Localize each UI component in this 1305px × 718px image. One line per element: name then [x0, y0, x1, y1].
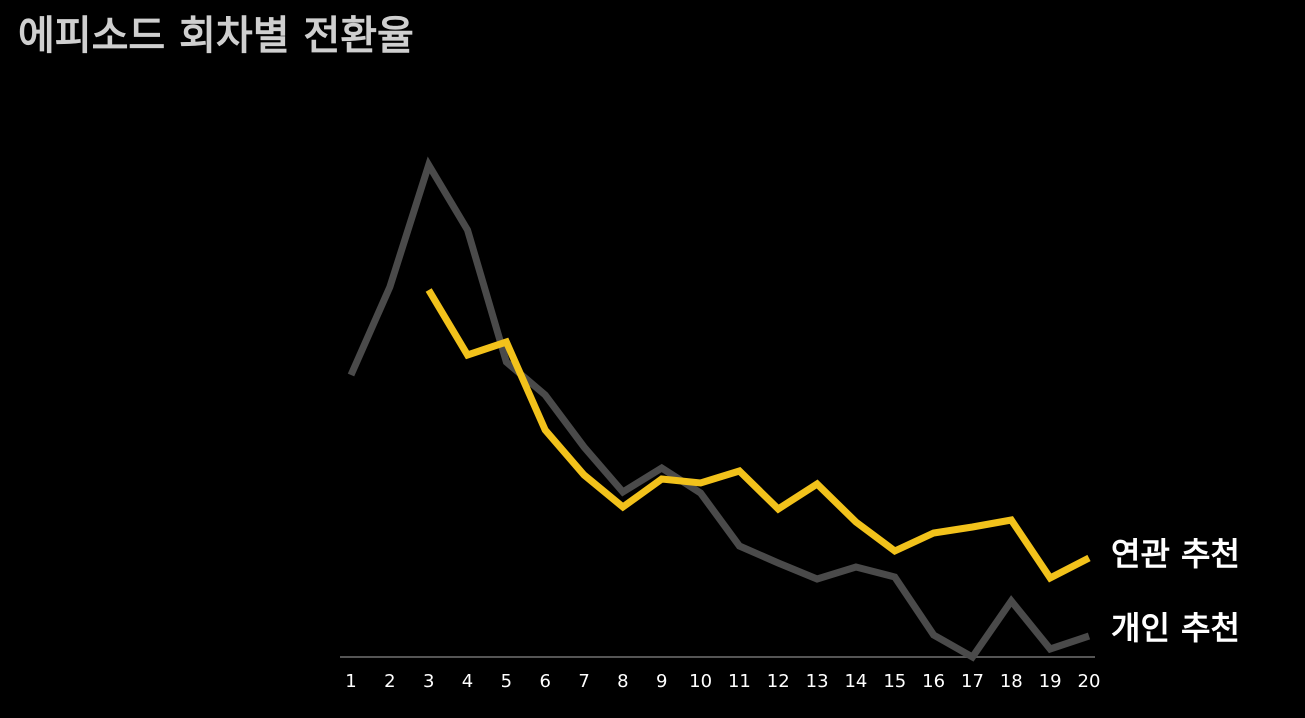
- legend-label: 개인 추천: [1111, 609, 1240, 647]
- x-tick-label: 13: [806, 671, 829, 692]
- legend-label: 연관 추천: [1111, 535, 1240, 573]
- x-tick-label: 8: [617, 671, 628, 692]
- x-tick-label: 1: [345, 671, 356, 692]
- x-tick-label: 20: [1078, 671, 1101, 692]
- chart-title: 에피소드 회차별 전환율: [18, 13, 414, 59]
- line-series: [425, 288, 1091, 583]
- x-tick-label: 18: [1000, 671, 1023, 692]
- x-tick-label: 17: [961, 671, 984, 692]
- x-tick-label: 3: [423, 671, 434, 692]
- x-tick-label: 14: [844, 671, 867, 692]
- x-tick-label: 2: [384, 671, 395, 692]
- x-tick-label: 6: [539, 671, 550, 692]
- line-series: [347, 156, 1091, 662]
- x-tick-label: 10: [689, 671, 712, 692]
- x-tick-label: 11: [728, 671, 751, 692]
- x-tick-label: 5: [501, 671, 512, 692]
- x-tick-label: 7: [578, 671, 589, 692]
- x-tick-label: 15: [883, 671, 906, 692]
- x-tick-label: 19: [1039, 671, 1062, 692]
- x-tick-label: 4: [462, 671, 473, 692]
- x-tick-label: 9: [656, 671, 667, 692]
- x-tick-label: 16: [922, 671, 945, 692]
- x-tick-label: 12: [767, 671, 790, 692]
